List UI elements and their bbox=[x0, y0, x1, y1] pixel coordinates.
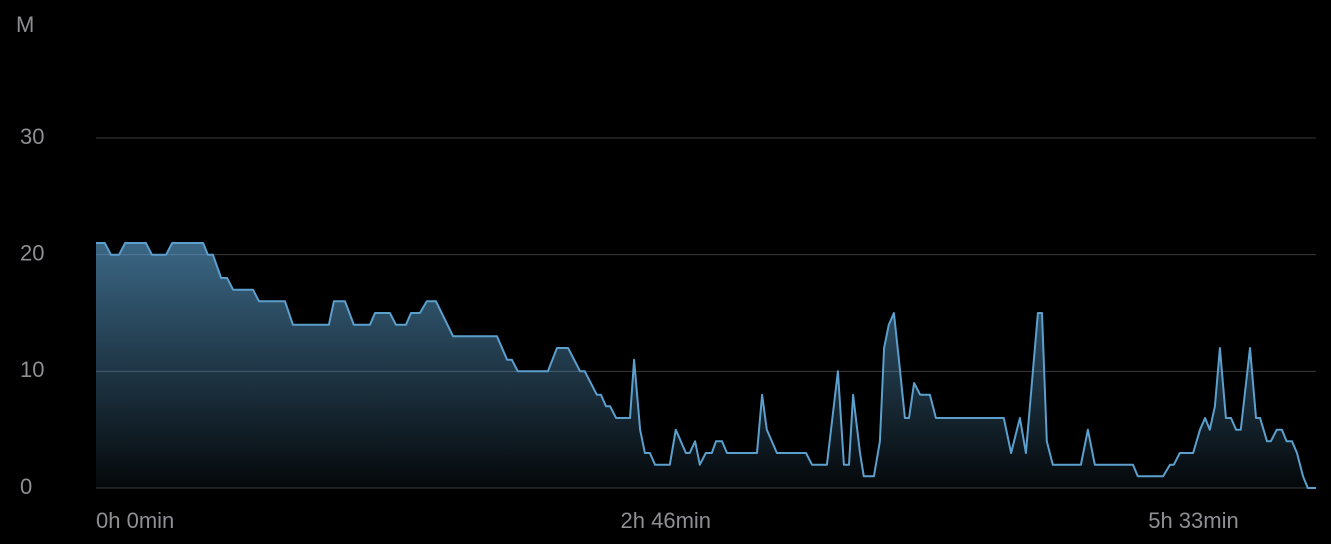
y-tick-label: 10 bbox=[20, 357, 44, 382]
area-line bbox=[96, 242, 1316, 489]
y-axis-unit: M bbox=[16, 12, 34, 37]
x-tick-label: 0h 0min bbox=[96, 508, 174, 533]
y-tick-label: 0 bbox=[20, 474, 32, 499]
area-fill bbox=[96, 243, 1316, 488]
x-tick-label: 5h 33min bbox=[1148, 508, 1239, 533]
x-tick-label: 2h 46min bbox=[621, 508, 712, 533]
y-tick-label: 20 bbox=[20, 240, 44, 265]
y-tick-label: 30 bbox=[20, 124, 44, 149]
